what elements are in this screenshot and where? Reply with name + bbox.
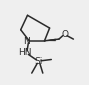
Text: N: N xyxy=(23,37,30,46)
Polygon shape xyxy=(44,39,56,41)
Text: HN: HN xyxy=(18,48,32,57)
Text: O: O xyxy=(61,30,68,39)
Text: Si: Si xyxy=(34,57,43,66)
